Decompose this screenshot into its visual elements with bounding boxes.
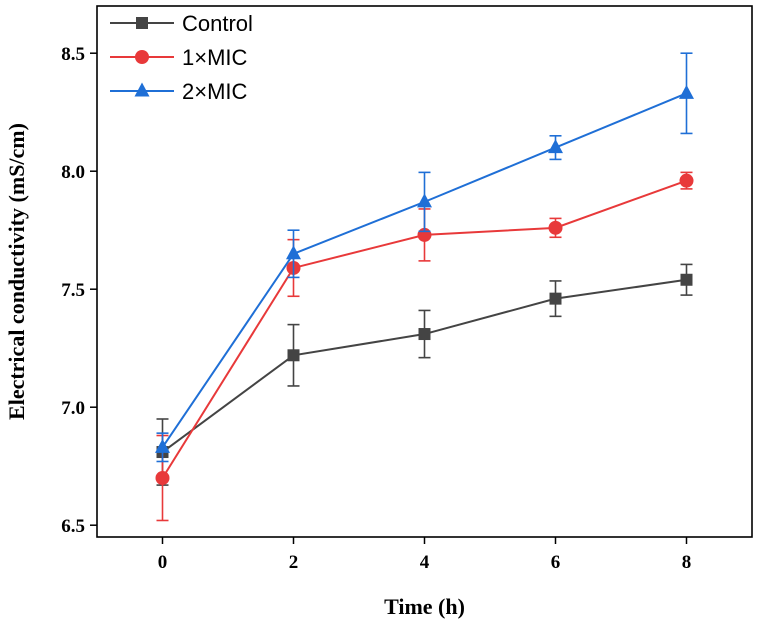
legend-label: Control xyxy=(182,11,253,36)
legend-label: 1×MIC xyxy=(182,45,248,70)
data-point xyxy=(286,245,301,260)
legend-marker xyxy=(134,82,150,97)
x-axis-title: Time (h) xyxy=(384,594,465,619)
y-tick-label: 7.0 xyxy=(61,398,85,419)
y-axis-title: Electrical conductivity (mS/cm) xyxy=(4,123,29,420)
legend-label: 2×MIC xyxy=(182,79,248,104)
x-tick-label: 8 xyxy=(682,552,692,573)
legend-item-2: 2×MIC xyxy=(110,79,248,104)
x-tick-label: 4 xyxy=(420,552,430,573)
legend: Control 1×MIC 2×MIC xyxy=(110,11,253,104)
series-line xyxy=(161,278,687,453)
tick-marks: 0 2 4 6 8 6.5 7.0 7.5 8.0 8.5 xyxy=(61,44,691,573)
x-tick-label: 0 xyxy=(158,552,168,573)
data-point xyxy=(418,328,431,341)
y-tick-label: 7.5 xyxy=(61,280,85,301)
legend-marker xyxy=(135,50,149,64)
series-layer xyxy=(155,52,694,522)
data-point xyxy=(548,220,563,235)
y-tick-label: 8.5 xyxy=(61,44,85,65)
data-point xyxy=(287,349,300,362)
x-tick-label: 2 xyxy=(289,552,299,573)
legend-item-1: 1×MIC xyxy=(110,45,248,70)
data-point xyxy=(155,471,170,485)
legend-item-0: Control xyxy=(110,11,253,36)
data-point xyxy=(680,273,693,286)
data-point xyxy=(417,193,432,208)
y-tick-label: 6.5 xyxy=(61,516,85,537)
y-tick-label: 8.0 xyxy=(61,162,85,183)
data-point xyxy=(548,139,563,154)
data-point xyxy=(549,292,562,305)
legend-marker xyxy=(136,17,148,29)
data-point xyxy=(679,173,694,188)
x-tick-label: 6 xyxy=(551,552,561,573)
data-point xyxy=(679,84,694,99)
series-1 xyxy=(155,171,694,522)
series-0 xyxy=(156,263,693,486)
series-2 xyxy=(155,52,694,463)
data-point xyxy=(155,438,170,453)
